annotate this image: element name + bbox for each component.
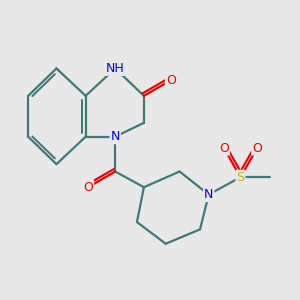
Text: O: O xyxy=(252,142,262,154)
Text: N: N xyxy=(204,188,213,201)
Text: N: N xyxy=(110,130,120,143)
Text: O: O xyxy=(219,142,229,154)
Text: NH: NH xyxy=(106,62,124,75)
Text: S: S xyxy=(236,171,244,184)
Text: O: O xyxy=(166,74,176,87)
Text: O: O xyxy=(83,181,93,194)
